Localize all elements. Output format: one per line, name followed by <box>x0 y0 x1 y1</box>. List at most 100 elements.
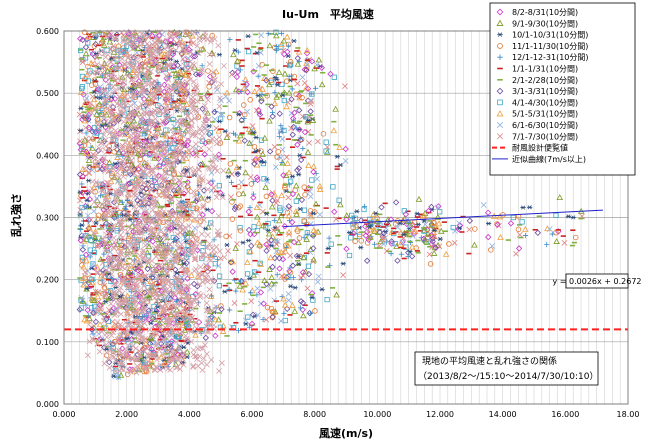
data-point <box>173 215 180 222</box>
data-point <box>91 233 99 240</box>
data-point <box>315 56 323 63</box>
data-point <box>184 32 191 39</box>
data-point <box>170 116 176 123</box>
data-point <box>93 195 100 202</box>
data-point <box>162 96 168 102</box>
points-layer <box>76 28 585 381</box>
legend-marker <box>496 8 504 16</box>
data-point <box>302 268 309 275</box>
data-point <box>108 300 114 307</box>
data-point <box>93 221 99 226</box>
data-point <box>188 66 195 73</box>
data-point <box>390 240 397 247</box>
x-tick-label: 2.000 <box>115 410 138 419</box>
data-point <box>362 232 370 239</box>
data-point <box>154 173 160 180</box>
data-point <box>148 100 155 107</box>
data-point <box>99 201 106 208</box>
data-point <box>278 192 286 199</box>
data-point <box>317 211 323 218</box>
data-point <box>105 180 112 187</box>
data-point <box>222 129 228 134</box>
data-point <box>259 91 265 98</box>
data-point <box>99 103 105 110</box>
data-point <box>156 84 163 91</box>
data-point <box>269 109 275 115</box>
data-point <box>182 231 189 238</box>
data-point <box>107 107 114 114</box>
data-point <box>103 127 109 134</box>
data-point <box>428 203 435 211</box>
data-point <box>188 117 194 124</box>
data-point <box>181 261 187 266</box>
data-point <box>136 277 142 284</box>
data-point <box>167 241 173 248</box>
data-point <box>114 80 121 87</box>
data-point <box>184 137 192 145</box>
legend-marker <box>497 54 503 60</box>
data-point <box>127 124 133 131</box>
data-point <box>113 63 119 70</box>
data-point <box>80 91 87 98</box>
data-point <box>158 227 165 233</box>
data-point <box>170 131 177 138</box>
data-point <box>145 358 152 365</box>
data-point <box>293 210 300 217</box>
data-point <box>296 94 303 101</box>
data-point <box>297 153 303 158</box>
data-point <box>170 169 177 176</box>
data-point <box>257 261 265 267</box>
data-point <box>194 129 201 136</box>
data-point <box>415 222 421 227</box>
data-point <box>254 50 260 55</box>
data-point <box>183 207 190 213</box>
data-point <box>157 262 163 269</box>
data-point <box>249 123 256 129</box>
data-point <box>122 61 128 68</box>
data-point <box>118 257 124 264</box>
data-point <box>258 32 265 39</box>
data-point <box>199 45 207 52</box>
data-point <box>203 300 210 306</box>
legend-marker <box>497 42 503 49</box>
data-point <box>133 129 139 135</box>
data-point <box>83 257 90 264</box>
data-point <box>110 225 117 232</box>
data-point <box>288 96 295 103</box>
data-point <box>285 212 293 219</box>
data-point <box>261 176 267 182</box>
data-point <box>259 222 267 229</box>
data-point <box>80 281 88 288</box>
data-point <box>169 317 176 323</box>
data-point <box>117 361 124 367</box>
data-point <box>267 254 274 261</box>
data-point <box>117 284 124 291</box>
data-point <box>231 205 239 213</box>
data-point <box>89 185 96 192</box>
data-point <box>274 272 280 278</box>
data-point <box>302 191 308 198</box>
data-point <box>283 154 290 161</box>
data-point <box>213 304 220 310</box>
data-point <box>237 225 243 231</box>
y-tick-label: 0.100 <box>36 338 59 347</box>
data-point <box>79 36 86 44</box>
data-point <box>99 278 105 284</box>
data-point <box>89 276 95 282</box>
data-point <box>88 295 96 302</box>
data-point <box>331 208 338 215</box>
data-point <box>160 140 166 147</box>
data-point <box>95 212 102 219</box>
data-point <box>435 220 443 227</box>
data-point <box>80 263 87 270</box>
data-point <box>315 273 322 280</box>
data-point <box>276 134 282 140</box>
data-point <box>148 281 155 287</box>
data-point <box>140 141 147 147</box>
data-point <box>187 76 193 83</box>
data-point <box>134 73 141 80</box>
data-point <box>179 132 186 139</box>
data-point <box>79 297 87 304</box>
data-point <box>180 190 188 197</box>
data-point <box>187 49 194 56</box>
